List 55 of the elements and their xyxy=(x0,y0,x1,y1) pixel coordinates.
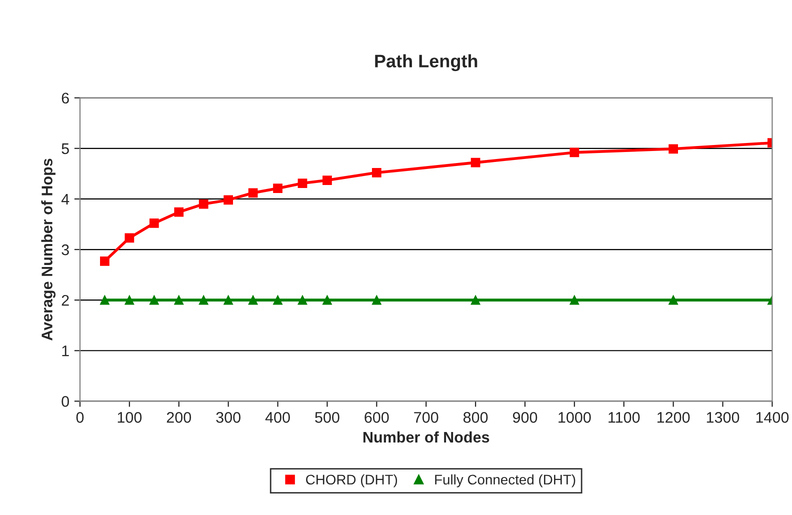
point xyxy=(149,218,159,228)
x-tick-label: 200 xyxy=(166,412,192,423)
point xyxy=(248,295,258,305)
y-tick-label: 0 xyxy=(62,396,69,407)
point xyxy=(372,295,382,305)
point xyxy=(372,168,382,178)
point xyxy=(248,188,258,198)
x-tick-label: 300 xyxy=(216,412,240,423)
point xyxy=(570,295,580,305)
point xyxy=(322,176,332,185)
point xyxy=(198,295,208,305)
point xyxy=(570,148,580,158)
x-tick-label: 100 xyxy=(118,412,142,423)
point xyxy=(273,184,282,194)
point xyxy=(470,158,480,168)
point xyxy=(224,295,234,305)
point xyxy=(100,256,110,266)
point xyxy=(149,295,159,305)
point xyxy=(322,295,332,305)
x-tick-label: 900 xyxy=(512,412,538,423)
y-tick-label: 4 xyxy=(61,194,70,204)
chart-title: Path Length xyxy=(375,54,478,72)
y-tick-label: 2 xyxy=(62,294,69,306)
x-tick-label: 1000 xyxy=(558,412,591,423)
x-tick-label: 1200 xyxy=(657,412,690,423)
x-tick-label: 0 xyxy=(76,412,84,423)
x-tick-label: 1300 xyxy=(706,412,740,423)
point xyxy=(668,144,678,154)
point xyxy=(198,199,208,209)
x-axis-title: Number of Nodes xyxy=(363,431,490,443)
y-tick-label: 5 xyxy=(62,143,69,154)
point xyxy=(298,295,308,305)
point xyxy=(124,295,134,305)
point xyxy=(124,233,134,243)
y-tick-label: 1 xyxy=(62,346,69,356)
x-tick-label: 500 xyxy=(315,412,340,423)
point xyxy=(100,295,110,305)
x-tick-label: 400 xyxy=(265,412,290,423)
point xyxy=(668,295,678,305)
x-tick-label: 700 xyxy=(414,412,438,423)
x-tick-label: 1100 xyxy=(608,412,640,423)
point xyxy=(470,295,480,305)
x-tick-label: 800 xyxy=(463,412,488,423)
point xyxy=(224,195,234,205)
point xyxy=(174,295,184,305)
y-tick-label: 3 xyxy=(62,244,69,256)
point xyxy=(273,295,282,305)
legend-label: CHORD (DHT) xyxy=(306,474,398,488)
y-tick-label: 6 xyxy=(62,92,69,104)
legend-label: Fully Connected (DHT) xyxy=(435,474,576,488)
x-tick-label: 1400 xyxy=(756,412,789,423)
y-axis-title: Average Number of Hops xyxy=(41,158,56,341)
point xyxy=(298,178,308,188)
point xyxy=(174,207,184,217)
x-tick-label: 600 xyxy=(364,412,389,423)
